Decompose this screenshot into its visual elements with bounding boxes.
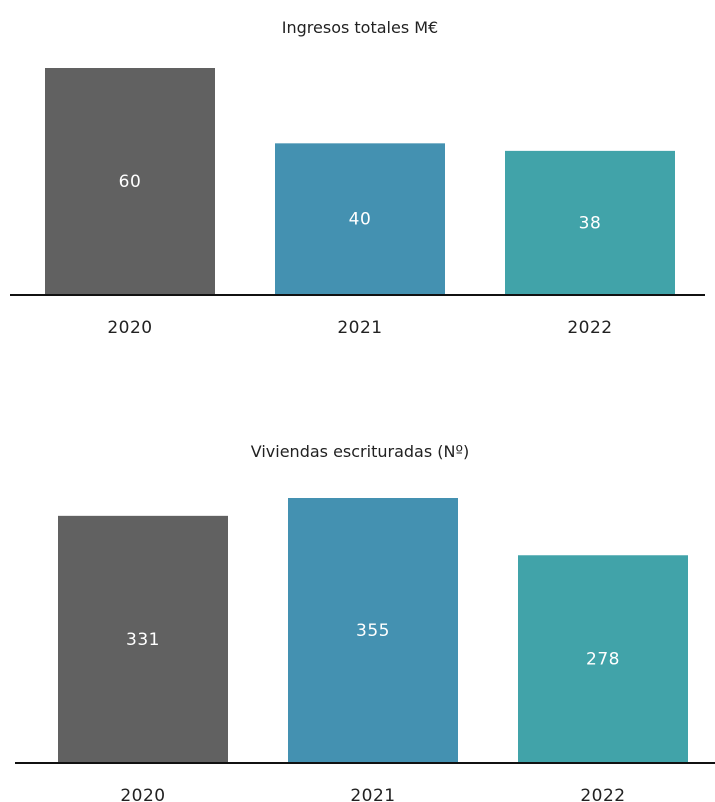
x-tick-2021: 2021	[337, 318, 382, 338]
bar-2022	[505, 150, 675, 294]
viviendas-chart: Viviendas escrituradas (Nº) 331 2020 355 20…	[15, 442, 715, 802]
bar-2022	[518, 555, 688, 762]
data-label-2022: 38	[579, 213, 602, 233]
x-tick-2022: 2022	[567, 318, 612, 338]
bar-2020	[45, 68, 215, 294]
bar-2020	[58, 515, 228, 762]
data-label-2021: 355	[356, 621, 390, 641]
bar-2021	[288, 498, 458, 762]
data-label-2020: 60	[119, 172, 142, 192]
chart-title: Ingresos totales M€	[282, 18, 438, 37]
bar-2021	[275, 143, 445, 294]
x-tick-2022: 2022	[580, 786, 625, 802]
ingresos-chart: Ingresos totales M€ 60 2020 40 2021 38 2022	[10, 18, 705, 338]
data-label-2020: 331	[126, 630, 160, 650]
chart-title: Viviendas escrituradas (Nº)	[251, 442, 470, 461]
x-tick-2020: 2020	[120, 786, 165, 802]
x-tick-2020: 2020	[107, 318, 152, 338]
data-label-2022: 278	[586, 650, 620, 670]
data-label-2021: 40	[349, 210, 372, 230]
x-tick-2021: 2021	[350, 786, 395, 802]
